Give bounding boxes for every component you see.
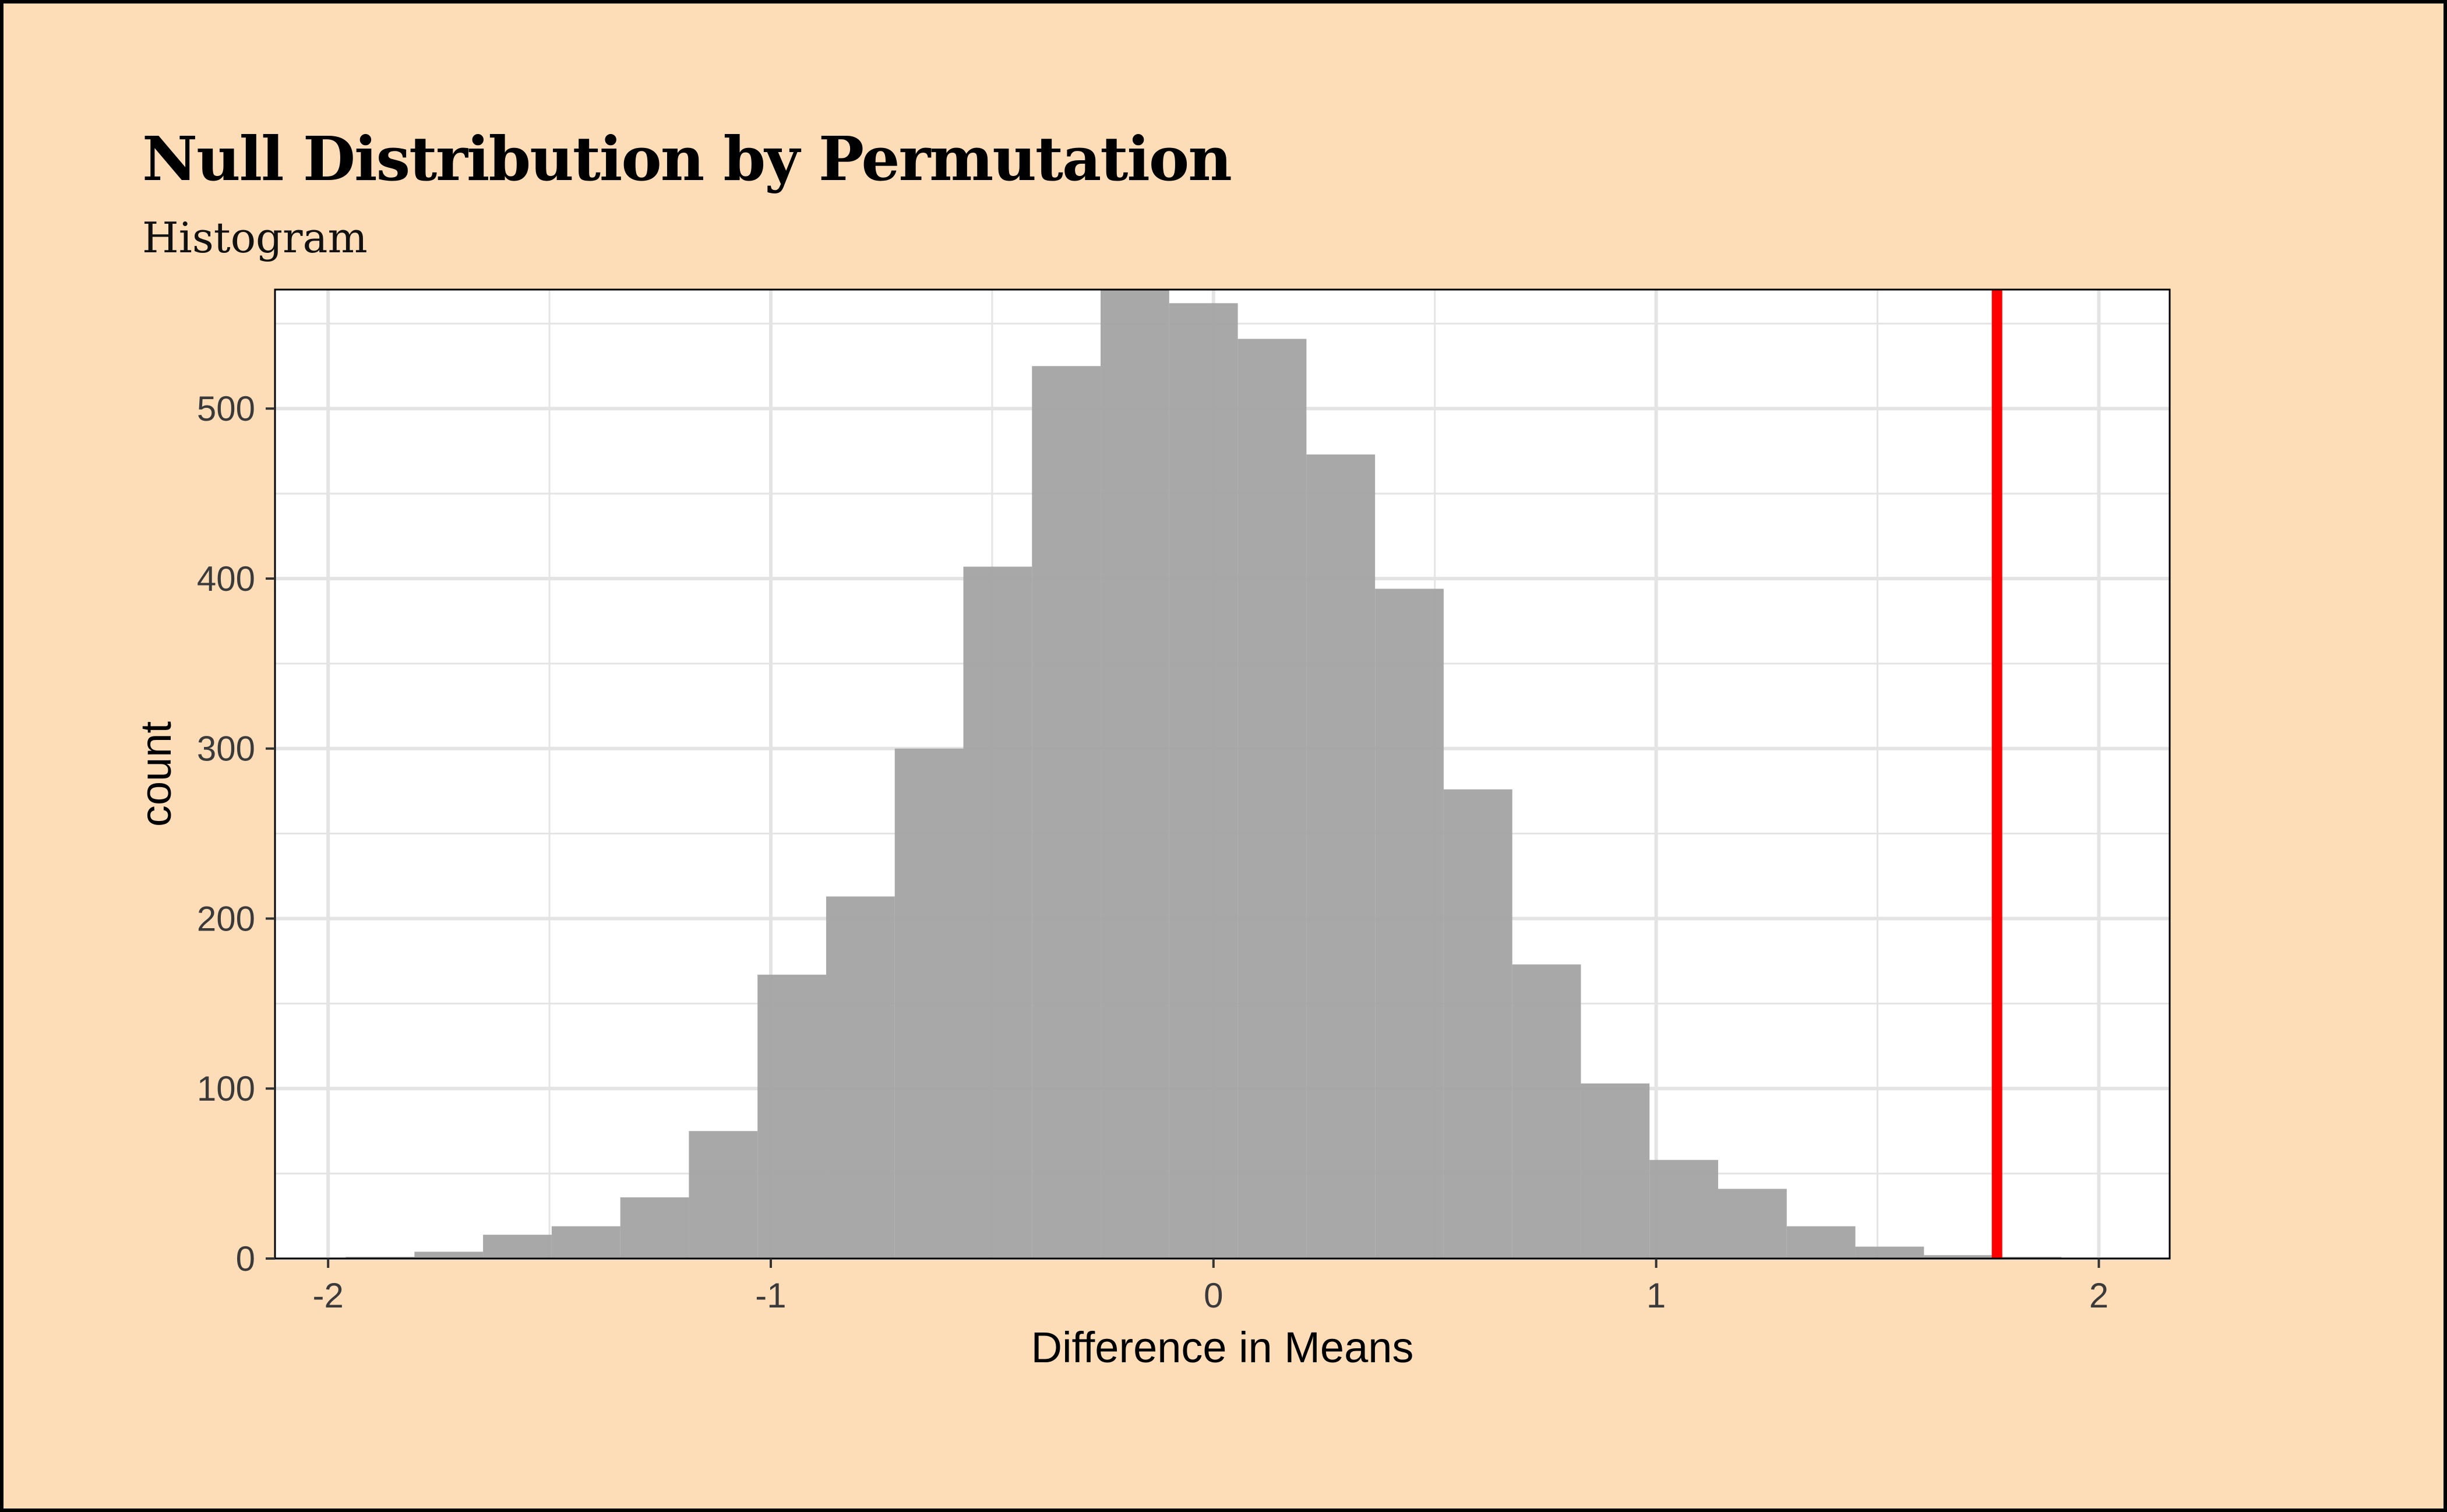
y-axis-title: count (132, 721, 180, 827)
histogram-bar (483, 1235, 552, 1259)
histogram-bar (826, 896, 895, 1259)
chart-title: Null Distribution by Permutation (142, 123, 1232, 195)
histogram-bar (1581, 1083, 1650, 1259)
x-tick-label: 2 (2089, 1276, 2108, 1315)
histogram-bar (1786, 1226, 1856, 1259)
panel-border (274, 288, 2171, 1260)
histogram-bar (1855, 1246, 1924, 1259)
histogram-bar (1375, 588, 1444, 1259)
histogram-bar (1924, 1255, 1993, 1259)
histogram-bar (1718, 1189, 1787, 1259)
histogram-plot: -2 -1 0 1 2 0 100 200 300 400 500 Difference in Me… (132, 288, 2171, 1372)
histogram-bar (1032, 366, 1101, 1259)
histogram-bar (1649, 1159, 1718, 1259)
y-tick-label: 500 (197, 389, 255, 428)
y-tick-label: 100 (197, 1069, 255, 1108)
histogram-bar (1237, 339, 1307, 1259)
y-tick-label: 300 (197, 729, 255, 769)
histogram-bar (757, 974, 826, 1259)
histogram-bar (1512, 964, 1581, 1259)
histogram-bar (620, 1197, 689, 1259)
histogram-bar (689, 1131, 758, 1259)
histogram-bar (1443, 789, 1512, 1259)
x-axis-title: Difference in Means (1031, 1323, 1414, 1372)
histogram-bar (1101, 290, 1169, 1259)
histogram-bar (963, 566, 1032, 1259)
x-tick-label: -1 (755, 1276, 786, 1315)
y-tick-label: 400 (197, 559, 255, 598)
y-tick-label: 200 (197, 899, 255, 938)
x-tick-label: -2 (312, 1276, 343, 1315)
y-tick-label: 0 (236, 1239, 255, 1278)
histogram-bar (1169, 303, 1238, 1259)
histogram-bar (414, 1252, 484, 1259)
x-tick-label: 0 (1204, 1276, 1223, 1315)
histogram-bar (551, 1226, 620, 1259)
chart-subtitle: Histogram (142, 213, 368, 262)
histogram-bar (894, 748, 964, 1259)
histogram-bar (1306, 454, 1376, 1259)
x-tick-label: 1 (1646, 1276, 1666, 1315)
